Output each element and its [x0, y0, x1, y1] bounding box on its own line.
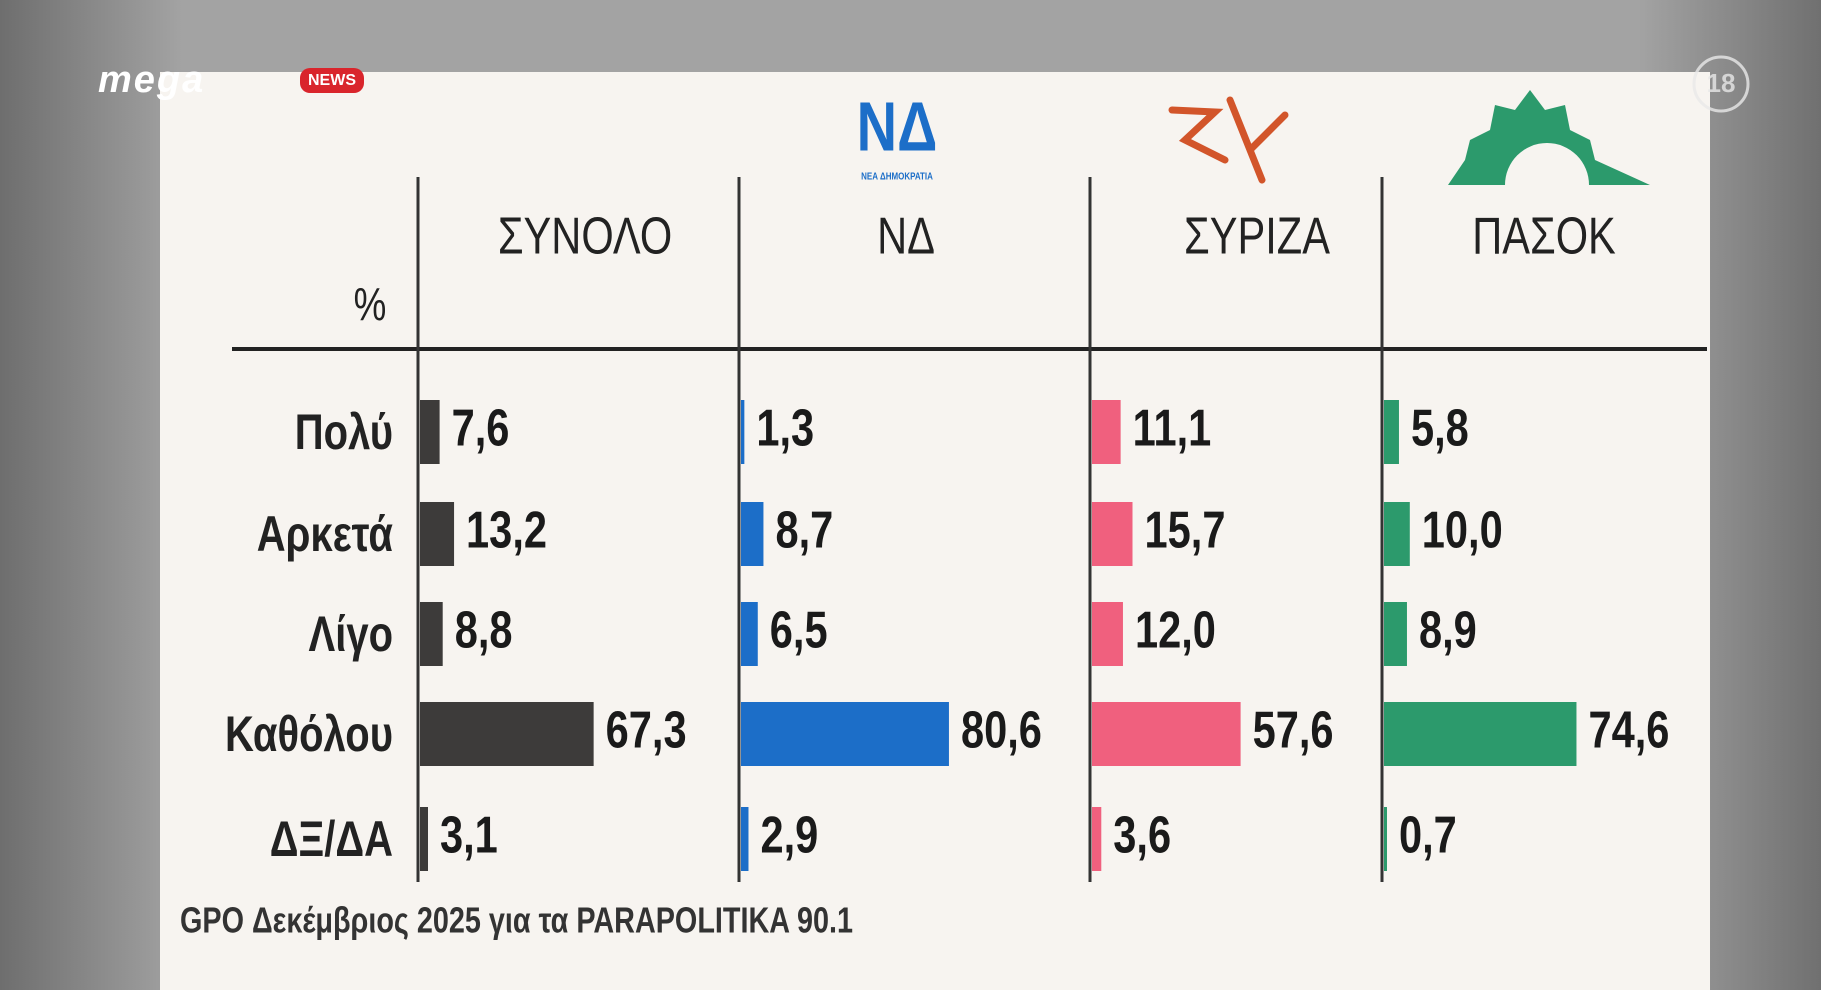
rating-circle — [1692, 55, 1750, 113]
value-label: 7,6 — [452, 398, 510, 457]
bar — [420, 702, 594, 766]
series-name: ΝΔ — [877, 206, 935, 265]
nd-logo-sub: ΝΕΑ ΔΗΜΟΚΡΑΤΙΑ — [861, 171, 933, 182]
bar — [1384, 400, 1399, 464]
unit-label: % — [354, 278, 387, 330]
bar — [1092, 400, 1121, 464]
value-label: 3,1 — [440, 805, 498, 864]
category-label: Καθόλου — [225, 706, 393, 762]
syriza-logo — [1168, 96, 1289, 184]
value-label: 2,9 — [760, 805, 818, 864]
value-label: 1,3 — [756, 398, 814, 457]
bar — [1384, 502, 1410, 566]
value-label: 10,0 — [1422, 500, 1503, 559]
badge-bg — [300, 68, 364, 93]
category-label: ΔΞ/ΔΑ — [270, 811, 393, 867]
nd-logo: ΝΔ — [857, 89, 938, 166]
value-label: 8,7 — [775, 500, 833, 559]
bar — [1092, 702, 1241, 766]
chart: % ΝΔ ΝΕΑ ΔΗΜΟΚΡΑΤΙΑ Πολύ Αρκετά Λίγο Καθόλου ΔΞ… — [180, 89, 1707, 940]
series-name: ΣΥΝΟΛΟ — [498, 206, 672, 265]
pasok-logo-arc — [1505, 143, 1589, 185]
pasok-logo — [1448, 90, 1650, 185]
bar — [420, 400, 440, 464]
value-label: 74,6 — [1588, 700, 1669, 759]
value-label: 0,7 — [1399, 805, 1457, 864]
bar — [1384, 702, 1577, 766]
bar — [1092, 502, 1133, 566]
bar — [741, 702, 949, 766]
series-name: ΣΥΡΙΖΑ — [1184, 206, 1330, 265]
bar — [1092, 602, 1123, 666]
bar — [741, 400, 745, 464]
value-label: 80,6 — [961, 700, 1042, 759]
bar — [420, 602, 443, 666]
category-label: Αρκετά — [257, 506, 393, 562]
category-label: Λίγο — [309, 606, 393, 662]
bar — [1384, 807, 1387, 871]
bar — [420, 502, 455, 566]
value-label: 12,0 — [1135, 600, 1216, 659]
value-label: 5,8 — [1411, 398, 1469, 457]
category-label: Πολύ — [295, 404, 393, 460]
source-note: GPO Δεκέμβριος 2025 για τα PARAPOLITIKA … — [180, 899, 853, 940]
value-label: 57,6 — [1253, 700, 1334, 759]
value-label: 8,9 — [1419, 600, 1477, 659]
series-name: ΠΑΣΟΚ — [1472, 206, 1616, 265]
bar — [741, 807, 749, 871]
bar — [1092, 807, 1102, 871]
rating: 18 — [1707, 68, 1736, 98]
bar — [1384, 602, 1407, 666]
bar — [741, 602, 758, 666]
channel-logo: mega — [98, 59, 205, 101]
bar — [741, 502, 764, 566]
value-label: 13,2 — [466, 500, 547, 559]
value-label: 11,1 — [1133, 398, 1212, 457]
value-label: 15,7 — [1145, 500, 1226, 559]
bar — [420, 807, 428, 871]
value-label: 67,3 — [606, 700, 687, 759]
value-label: 3,6 — [1113, 805, 1171, 864]
channel-badge: NEWS — [308, 72, 356, 89]
value-label: 8,8 — [455, 600, 513, 659]
value-label: 6,5 — [770, 600, 828, 659]
